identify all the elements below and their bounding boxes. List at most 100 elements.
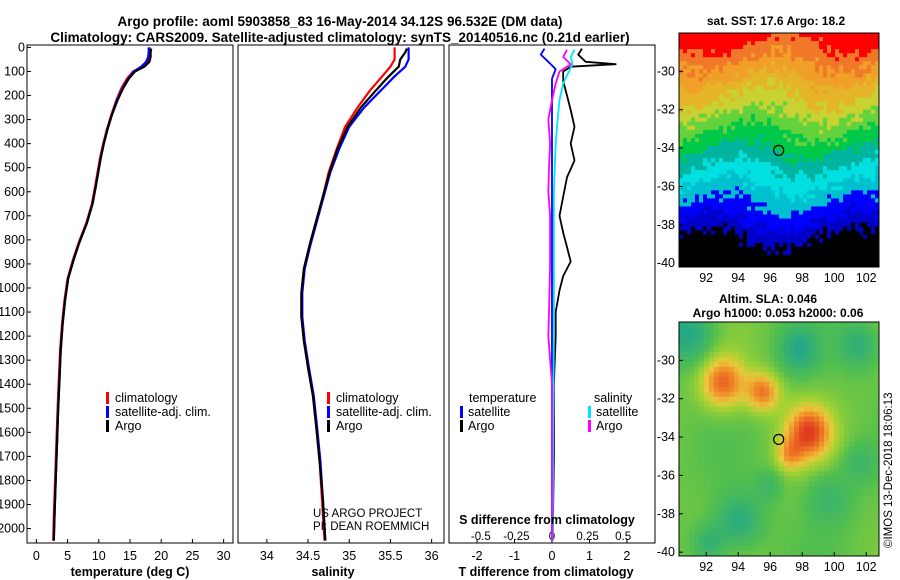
sst-cell xyxy=(683,254,688,260)
sla-cell xyxy=(704,391,710,398)
sla-cell xyxy=(724,531,730,537)
sst-cell xyxy=(855,57,860,62)
sla-cell xyxy=(834,546,840,552)
sst-cell xyxy=(791,129,796,135)
sst-cell xyxy=(791,190,796,195)
sla-cell xyxy=(809,536,815,542)
sst-cell xyxy=(843,178,848,183)
sla-cell xyxy=(719,461,725,467)
sst-cell xyxy=(751,81,756,86)
sst-cell xyxy=(855,109,860,115)
t-difference-ticks: -2 -1 0 1 2 xyxy=(472,539,630,563)
sst-cell xyxy=(719,117,724,123)
sst-cell xyxy=(807,109,812,115)
sst-cell xyxy=(799,69,804,74)
sla-cell xyxy=(724,441,730,447)
sst-cell xyxy=(783,262,788,268)
sst-cell xyxy=(739,234,744,240)
salinity-xlabel: salinity xyxy=(311,565,354,579)
sla-cell xyxy=(699,446,705,452)
sla-cell xyxy=(764,411,770,418)
sst-cell xyxy=(711,81,716,86)
sla-cell xyxy=(824,516,830,522)
sla-cell xyxy=(729,381,735,388)
sla-cell xyxy=(689,496,695,502)
sla-cell xyxy=(759,356,765,363)
sst-cell xyxy=(719,41,724,46)
sst-cell xyxy=(831,242,836,248)
sla-cell xyxy=(689,516,695,522)
sla-cell xyxy=(709,371,715,378)
sst-cell xyxy=(683,141,688,147)
sst-cell xyxy=(851,262,856,268)
sst-cell xyxy=(687,214,692,220)
sla-cell xyxy=(689,551,695,557)
sla-cell xyxy=(694,456,700,462)
sla-cell xyxy=(719,501,725,507)
sst-cell xyxy=(711,77,716,82)
sla-cell xyxy=(679,361,685,368)
sst-cell xyxy=(755,162,760,167)
sst-cell xyxy=(759,158,764,163)
sst-cell xyxy=(719,93,724,99)
sst-cell xyxy=(855,37,860,42)
sst-cell xyxy=(811,174,816,179)
sst-cell xyxy=(799,141,804,147)
x-tick-label: 25 xyxy=(185,549,199,563)
sst-cell xyxy=(843,210,848,216)
sla-cell xyxy=(834,516,840,522)
sla-cell xyxy=(719,381,725,388)
sla-cell xyxy=(764,466,770,472)
sst-cell xyxy=(839,65,844,70)
sla-cell xyxy=(789,416,795,423)
sst-cell xyxy=(743,109,748,115)
sla-cell xyxy=(694,531,700,537)
sst-cell xyxy=(695,250,700,256)
sst-cell xyxy=(819,93,824,99)
sst-cell xyxy=(699,133,704,139)
sst-cell xyxy=(783,242,788,248)
sla-cell xyxy=(729,546,735,552)
sst-cell xyxy=(759,141,764,147)
sla-cell xyxy=(764,366,770,373)
sst-cell xyxy=(815,133,820,139)
sst-cell xyxy=(747,129,752,135)
sla-cell xyxy=(774,546,780,552)
sst-cell xyxy=(847,117,852,123)
sla-cell xyxy=(819,551,825,557)
sst-cell xyxy=(703,93,708,99)
sla-cell xyxy=(759,481,765,487)
salinity-ticks: 34 34.5 35 35.5 36 xyxy=(260,539,439,563)
sla-cell xyxy=(859,456,865,462)
sla-cell xyxy=(714,466,720,472)
sla-cell xyxy=(834,551,840,557)
sla-cell xyxy=(864,381,870,388)
sst-cell xyxy=(751,33,756,38)
sla-cell xyxy=(704,401,710,408)
sst-cell xyxy=(855,77,860,82)
sla-cell xyxy=(739,346,745,353)
sla-cell xyxy=(834,351,840,358)
sla-cell xyxy=(834,426,840,433)
difference-legend: temperature salinity satellite Argo sate… xyxy=(460,391,638,433)
sla-cell xyxy=(834,456,840,462)
sla-cell xyxy=(769,481,775,487)
sst-cell xyxy=(811,45,816,50)
sst-cell xyxy=(855,49,860,54)
sst-cell xyxy=(867,250,872,256)
sst-cell xyxy=(687,81,692,86)
sst-cell xyxy=(771,258,776,264)
sst-cell xyxy=(815,145,820,151)
sst-cell xyxy=(787,170,792,175)
sla-cell xyxy=(744,546,750,552)
sst-cell xyxy=(839,49,844,54)
sla-cell xyxy=(844,376,850,383)
sla-cell xyxy=(704,486,710,492)
sst-cell xyxy=(703,61,708,66)
sst-cell xyxy=(735,77,740,82)
sla-cell xyxy=(874,411,880,418)
sst-cell xyxy=(755,141,760,147)
sst-cell xyxy=(755,145,760,151)
sst-cell xyxy=(771,105,776,111)
sla-cell xyxy=(834,431,840,438)
